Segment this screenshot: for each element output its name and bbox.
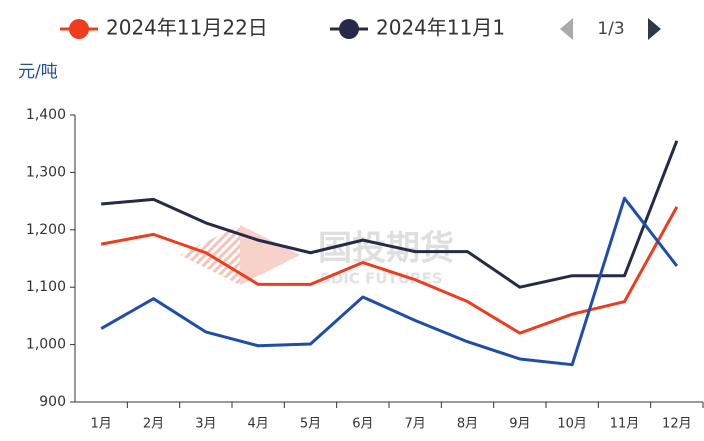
y-tick-label: 1,000 bbox=[26, 337, 66, 353]
watermark-logo bbox=[240, 225, 300, 285]
series-line bbox=[100, 206, 679, 335]
y-tick-label: 1,300 bbox=[26, 164, 66, 180]
legend-page: 1/3 bbox=[597, 19, 624, 39]
watermark-subtitle: SDIC FUTURES bbox=[320, 270, 443, 288]
unit-label: 元/吨 bbox=[18, 62, 58, 82]
x-tick-label: 2月 bbox=[143, 417, 164, 432]
x-tick-label: 5月 bbox=[300, 417, 321, 432]
x-tick-label: 3月 bbox=[195, 417, 216, 432]
watermark-title: 国投期货 bbox=[318, 229, 454, 269]
x-tick-label: 4月 bbox=[248, 417, 269, 432]
y-tick-label: 1,400 bbox=[26, 107, 66, 123]
legend-next[interactable] bbox=[648, 18, 661, 40]
x-tick-label: 6月 bbox=[352, 417, 373, 432]
x-tick-label: 9月 bbox=[509, 417, 530, 432]
series-line bbox=[100, 196, 679, 367]
y-tick-label: 1,200 bbox=[26, 222, 66, 238]
x-tick-label: 1月 bbox=[91, 417, 112, 432]
x-tick-label: 12月 bbox=[662, 417, 692, 432]
x-tick-label: 8月 bbox=[457, 417, 478, 432]
legend-marker bbox=[69, 19, 89, 39]
x-tick-label: 11月 bbox=[610, 417, 640, 432]
legend-prev[interactable] bbox=[560, 18, 573, 40]
legend-label: 2024年11月22日 bbox=[106, 16, 268, 40]
x-tick-label: 10月 bbox=[557, 417, 587, 432]
legend-marker bbox=[339, 19, 359, 39]
y-tick-label: 1,100 bbox=[26, 279, 66, 295]
legend-label: 2024年11月1 bbox=[376, 16, 505, 40]
x-tick-label: 7月 bbox=[405, 417, 426, 432]
series-line bbox=[101, 140, 679, 289]
y-tick-label: 900 bbox=[39, 394, 66, 410]
